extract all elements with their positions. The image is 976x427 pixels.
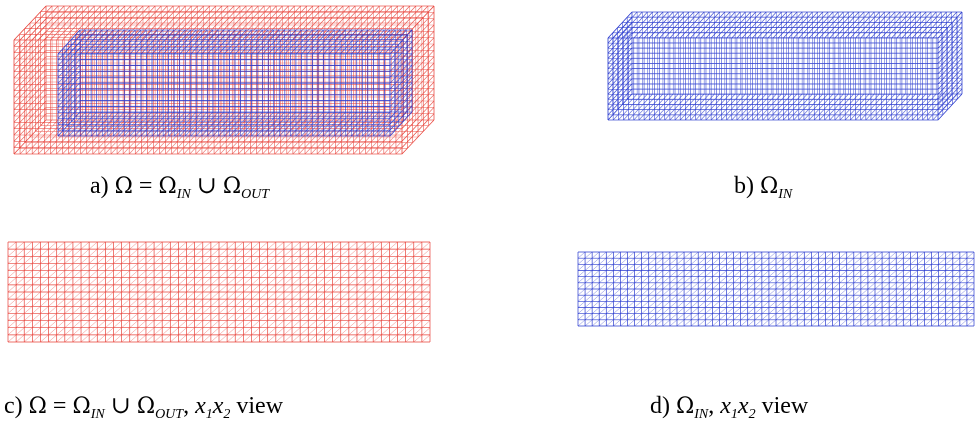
mesh-2d-inner <box>577 251 975 327</box>
panel-d-mesh-2d-inner <box>576 248 976 332</box>
caption-b: b) ΩIN <box>734 173 793 202</box>
inner-mesh-front-face <box>57 53 391 137</box>
inner-mesh-diagonals <box>577 251 975 327</box>
mesh-2d-union <box>7 241 431 343</box>
inner-mesh-top-face <box>607 11 963 39</box>
panel-a-mesh-3d-union <box>0 0 450 160</box>
outer-mesh-front-face <box>13 39 403 155</box>
panel-b-mesh-3d-inner <box>590 0 976 160</box>
caption-c: c) Ω = ΩIN ∪ ΩOUT, x1x2 view <box>4 393 284 422</box>
panel-c-mesh-2d-union <box>0 236 440 348</box>
outer-mesh-diagonals <box>7 241 431 343</box>
caption-d: d) ΩIN, x1x2 view <box>650 393 809 422</box>
mesh-3d-union <box>13 5 435 155</box>
caption-a: a) Ω = ΩIN ∪ ΩOUT <box>90 173 270 202</box>
inner-mesh-front-face <box>607 37 939 121</box>
inner-mesh-bottom-face <box>607 93 963 121</box>
mesh-3d-inner <box>607 11 963 121</box>
